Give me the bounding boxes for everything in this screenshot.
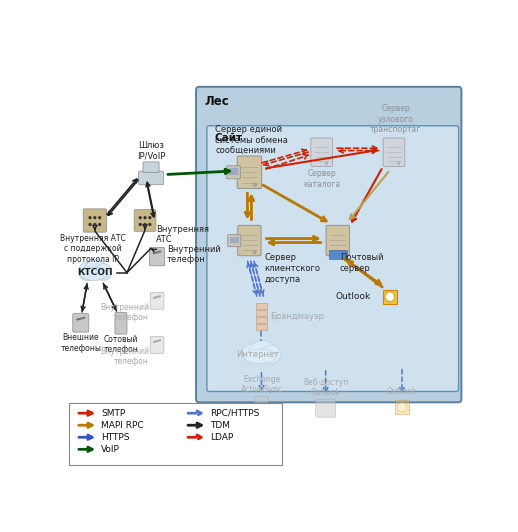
Text: Сайт: Сайт — [214, 133, 242, 143]
Circle shape — [385, 292, 395, 302]
Ellipse shape — [262, 345, 281, 363]
Text: LDAP: LDAP — [210, 433, 233, 442]
Text: Сотовый
телефон: Сотовый телефон — [104, 335, 138, 354]
Text: Шлюз
IP/VoIP: Шлюз IP/VoIP — [137, 141, 165, 160]
Circle shape — [397, 402, 407, 412]
FancyBboxPatch shape — [150, 247, 165, 266]
Text: Outlook: Outlook — [387, 387, 417, 396]
Circle shape — [253, 251, 256, 254]
Text: Outlook: Outlook — [335, 292, 371, 301]
FancyBboxPatch shape — [139, 171, 164, 185]
Circle shape — [93, 216, 96, 219]
FancyBboxPatch shape — [326, 226, 349, 256]
Circle shape — [98, 223, 102, 226]
Ellipse shape — [80, 267, 107, 280]
FancyBboxPatch shape — [73, 314, 89, 332]
Circle shape — [143, 223, 147, 226]
Bar — [69, 403, 282, 466]
Text: Интернет: Интернет — [236, 351, 279, 360]
Text: SMTP: SMTP — [101, 409, 125, 418]
FancyBboxPatch shape — [196, 87, 462, 402]
Bar — [256, 324, 267, 330]
Text: Веб-доступ
Outlook: Веб-доступ Outlook — [303, 378, 349, 397]
Ellipse shape — [242, 344, 264, 363]
Circle shape — [139, 216, 142, 219]
FancyBboxPatch shape — [134, 210, 156, 231]
Text: КТСОП: КТСОП — [77, 268, 113, 277]
FancyBboxPatch shape — [311, 138, 333, 167]
FancyBboxPatch shape — [228, 235, 241, 247]
Text: Внутренний
телефон: Внутренний телефон — [100, 347, 149, 367]
Ellipse shape — [84, 260, 107, 280]
Ellipse shape — [95, 264, 111, 280]
Circle shape — [98, 216, 102, 219]
Text: Сервер
узлового
транспортаг: Сервер узлового транспортаг — [370, 104, 422, 134]
Circle shape — [341, 251, 344, 254]
Text: Сервер
клиентского
доступа: Сервер клиентского доступа — [265, 253, 321, 284]
Text: HTTPS: HTTPS — [101, 433, 130, 442]
Text: Брандмауэр: Брандмауэр — [270, 312, 324, 321]
Circle shape — [148, 223, 151, 226]
FancyBboxPatch shape — [383, 138, 405, 167]
Text: MAPI RPC: MAPI RPC — [101, 421, 143, 430]
Text: RPC/HTTPS: RPC/HTTPS — [210, 409, 260, 418]
Ellipse shape — [78, 262, 97, 280]
Text: Сервер
каталога: Сервер каталога — [303, 169, 340, 188]
Ellipse shape — [244, 349, 276, 363]
Circle shape — [139, 223, 142, 226]
Bar — [256, 303, 267, 309]
FancyBboxPatch shape — [255, 397, 268, 417]
FancyBboxPatch shape — [238, 226, 261, 256]
Circle shape — [143, 216, 147, 219]
Text: Сервер единой
системы обмена
сообщениями: Сервер единой системы обмена сообщениями — [215, 125, 288, 156]
Bar — [229, 168, 238, 175]
Circle shape — [397, 162, 400, 164]
FancyBboxPatch shape — [207, 126, 458, 392]
FancyBboxPatch shape — [150, 293, 164, 309]
Bar — [230, 237, 238, 243]
FancyBboxPatch shape — [150, 337, 164, 353]
Text: Почтовый
сервер: Почтовый сервер — [340, 253, 383, 273]
Text: TDM: TDM — [210, 421, 230, 430]
Text: Лес: Лес — [204, 95, 229, 108]
Text: Внутренняя АТС
с поддержкой
протокола IP: Внутренняя АТС с поддержкой протокола IP — [60, 234, 126, 263]
Circle shape — [93, 223, 96, 226]
Text: Внутренняя
АТС: Внутренняя АТС — [156, 225, 209, 244]
Bar — [256, 317, 267, 323]
Text: Exchange
ActiveSync: Exchange ActiveSync — [240, 375, 282, 394]
Ellipse shape — [250, 340, 276, 363]
Circle shape — [148, 216, 151, 219]
Text: Внутренний
телефон: Внутренний телефон — [167, 245, 221, 264]
Circle shape — [325, 162, 328, 164]
Text: VoIP: VoIP — [101, 445, 120, 454]
FancyBboxPatch shape — [143, 162, 159, 172]
Bar — [256, 310, 267, 316]
FancyBboxPatch shape — [115, 312, 127, 334]
FancyBboxPatch shape — [237, 156, 262, 188]
FancyBboxPatch shape — [83, 209, 107, 232]
Text: Внешние
телефоны: Внешние телефоны — [61, 333, 101, 353]
Circle shape — [253, 184, 256, 187]
Circle shape — [89, 216, 92, 219]
FancyBboxPatch shape — [315, 400, 336, 417]
Text: Внутренний
телефон: Внутренний телефон — [100, 303, 149, 322]
Circle shape — [89, 223, 92, 226]
Bar — [329, 250, 347, 259]
Bar — [383, 290, 397, 304]
FancyBboxPatch shape — [226, 166, 240, 179]
Bar — [395, 401, 409, 414]
